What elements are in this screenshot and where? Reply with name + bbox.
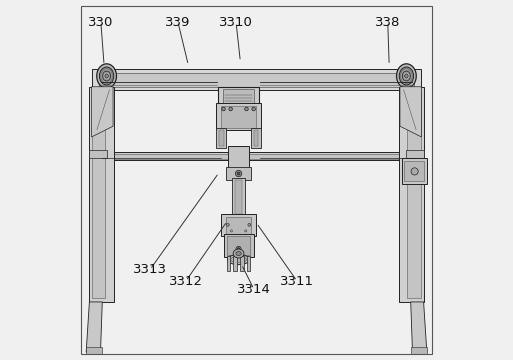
Ellipse shape (235, 170, 242, 177)
Ellipse shape (222, 107, 225, 111)
Bar (97, 152, 416, 160)
Text: 3312: 3312 (169, 275, 203, 288)
Bar (241, 256, 244, 271)
Text: 338: 338 (375, 16, 400, 29)
Polygon shape (91, 87, 113, 137)
Bar (219, 130, 224, 146)
Ellipse shape (403, 71, 410, 81)
Ellipse shape (399, 67, 413, 85)
Ellipse shape (236, 246, 241, 251)
Bar (89, 87, 114, 302)
Ellipse shape (231, 256, 246, 263)
Bar (228, 146, 249, 169)
Bar (253, 130, 258, 146)
Bar (227, 256, 230, 271)
Bar (402, 158, 427, 184)
Bar (91, 69, 422, 90)
Bar (411, 347, 427, 354)
Ellipse shape (227, 255, 250, 265)
Ellipse shape (236, 251, 241, 256)
Ellipse shape (411, 168, 418, 175)
Bar (218, 87, 260, 105)
Bar (247, 256, 250, 271)
Ellipse shape (252, 107, 255, 111)
Text: 3314: 3314 (237, 283, 271, 296)
Text: 3310: 3310 (219, 16, 253, 29)
Bar (221, 214, 256, 235)
Bar (221, 106, 256, 128)
Bar (98, 73, 415, 87)
Polygon shape (233, 169, 244, 184)
Bar (91, 90, 105, 298)
Bar (232, 178, 245, 216)
Ellipse shape (103, 71, 110, 81)
Ellipse shape (233, 249, 244, 258)
Text: 3313: 3313 (133, 263, 167, 276)
Ellipse shape (238, 248, 240, 250)
Bar (226, 167, 251, 180)
Polygon shape (400, 87, 422, 137)
Text: 330: 330 (88, 16, 113, 29)
Bar (216, 128, 226, 148)
Ellipse shape (248, 224, 251, 226)
Ellipse shape (105, 74, 108, 78)
Bar (399, 87, 424, 302)
Ellipse shape (226, 224, 229, 226)
Bar (89, 149, 107, 158)
Ellipse shape (229, 107, 232, 111)
Ellipse shape (230, 230, 232, 232)
Bar (102, 154, 411, 159)
Bar (216, 103, 261, 130)
Text: 339: 339 (165, 16, 190, 29)
Ellipse shape (245, 107, 248, 111)
Bar (223, 89, 254, 103)
Bar (86, 347, 102, 354)
Bar (404, 161, 424, 181)
Ellipse shape (237, 172, 240, 175)
Bar (251, 128, 261, 148)
Polygon shape (86, 302, 102, 352)
Ellipse shape (97, 64, 116, 88)
Ellipse shape (100, 67, 114, 85)
Ellipse shape (397, 64, 416, 88)
Bar (227, 236, 250, 255)
Bar (224, 234, 253, 257)
Bar (235, 180, 242, 214)
Polygon shape (411, 302, 427, 352)
Ellipse shape (245, 230, 247, 232)
Bar (406, 149, 424, 158)
Text: 3311: 3311 (280, 275, 314, 288)
Bar (407, 90, 421, 298)
Ellipse shape (405, 74, 408, 78)
Bar (233, 256, 237, 271)
Bar (226, 217, 251, 234)
